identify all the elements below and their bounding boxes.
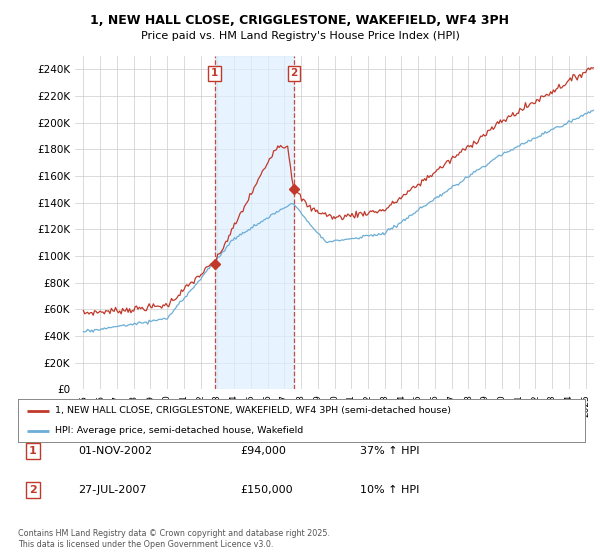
Text: 27-JUL-2007: 27-JUL-2007	[78, 485, 146, 495]
Text: 2: 2	[290, 68, 298, 78]
Text: 1, NEW HALL CLOSE, CRIGGLESTONE, WAKEFIELD, WF4 3PH: 1, NEW HALL CLOSE, CRIGGLESTONE, WAKEFIE…	[91, 14, 509, 27]
Text: Contains HM Land Registry data © Crown copyright and database right 2025.
This d: Contains HM Land Registry data © Crown c…	[18, 529, 330, 549]
Text: 37% ↑ HPI: 37% ↑ HPI	[360, 446, 419, 456]
Text: 1: 1	[29, 446, 37, 456]
Text: 2: 2	[29, 485, 37, 495]
Text: Price paid vs. HM Land Registry's House Price Index (HPI): Price paid vs. HM Land Registry's House …	[140, 31, 460, 41]
Text: £94,000: £94,000	[240, 446, 286, 456]
Text: 1, NEW HALL CLOSE, CRIGGLESTONE, WAKEFIELD, WF4 3PH (semi-detached house): 1, NEW HALL CLOSE, CRIGGLESTONE, WAKEFIE…	[55, 406, 451, 415]
Bar	[215, 56, 294, 389]
Text: HPI: Average price, semi-detached house, Wakefield: HPI: Average price, semi-detached house,…	[55, 426, 303, 435]
Text: 01-NOV-2002: 01-NOV-2002	[78, 446, 152, 456]
Text: 10% ↑ HPI: 10% ↑ HPI	[360, 485, 419, 495]
Text: 1: 1	[211, 68, 218, 78]
Text: £150,000: £150,000	[240, 485, 293, 495]
